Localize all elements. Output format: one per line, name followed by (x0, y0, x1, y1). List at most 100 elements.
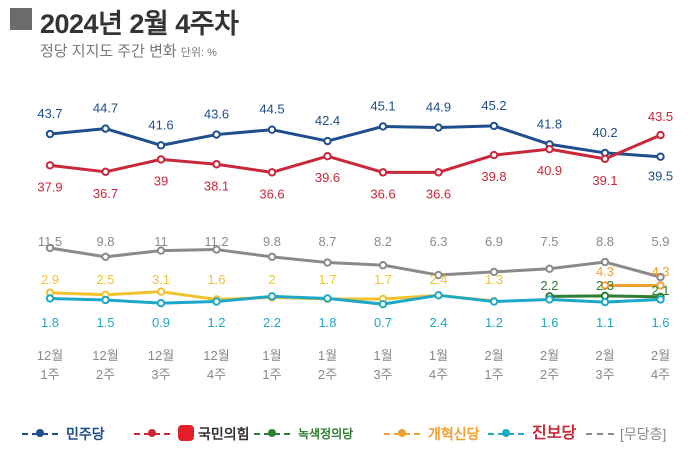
data-point (45, 129, 55, 139)
data-point (378, 260, 388, 270)
data-label: 8.8 (596, 234, 614, 249)
data-label: 40.9 (537, 163, 562, 178)
data-point (212, 297, 221, 306)
data-label: 43.6 (204, 107, 229, 122)
subtitle-text: 정당 지지도 주간 변화 (40, 43, 177, 60)
data-point (156, 155, 166, 164)
data-label: 2.5 (96, 272, 114, 287)
data-label: 8.7 (318, 234, 336, 249)
data-label: 1.6 (540, 315, 558, 330)
x-tick-label: 2월 (540, 348, 559, 363)
data-label: 1.1 (596, 315, 614, 330)
x-tick-label: 12월 (203, 348, 229, 363)
data-label: 4.3 (596, 264, 614, 279)
data-point (434, 168, 443, 177)
data-point (323, 136, 332, 146)
x-tick-label: 2월 (651, 348, 670, 363)
data-point (600, 154, 610, 164)
data-point (434, 270, 443, 280)
data-label: 42.4 (315, 113, 340, 128)
data-point (434, 291, 443, 300)
x-tick-label: 12월 (92, 348, 118, 363)
data-label: 36.6 (370, 186, 395, 201)
legend-dot (268, 429, 276, 437)
data-point (267, 292, 277, 301)
data-label: 9.8 (263, 234, 281, 249)
data-label: 1.5 (96, 315, 114, 330)
data-point (323, 294, 332, 303)
unit-label: 단위: % (180, 47, 217, 59)
legend-label: 개혁신당 (428, 426, 480, 442)
data-point (101, 295, 110, 305)
data-point (545, 264, 554, 273)
data-label: 39.1 (592, 173, 617, 188)
data-point (212, 160, 221, 169)
data-label: 0.7 (374, 315, 392, 330)
data-label: 7.5 (540, 234, 558, 249)
page-title: 2024년 2월 4주차 (40, 9, 239, 39)
legend-dot (36, 429, 44, 437)
data-label: 1.7 (318, 272, 336, 287)
data-label: 1.6 (651, 315, 669, 330)
data-point (156, 246, 166, 255)
data-point (489, 150, 499, 160)
legend-label: 국민의힘 (178, 422, 250, 446)
series-line-upper_panel (49, 124, 661, 159)
data-label: 2.4 (429, 272, 447, 287)
data-label: 36.6 (426, 186, 451, 201)
data-label: 11.2 (204, 234, 228, 249)
legend-dot (398, 429, 406, 437)
data-label: 1.8 (318, 315, 336, 330)
data-label: 39.8 (481, 169, 506, 184)
legend-label: 진보당 (532, 425, 577, 442)
x-tick-label: 2월 (484, 348, 503, 363)
chart-subtitle: 정당 지지도 주간 변화 단위: % (40, 40, 217, 61)
x-tick-label: 2주 (540, 367, 559, 382)
x-tick-label: 2주 (96, 367, 115, 382)
data-label: 41.6 (148, 117, 173, 132)
data-point (212, 130, 221, 139)
data-label: 43.5 (648, 109, 673, 124)
data-label: 2.3 (596, 278, 614, 293)
data-label: 45.1 (370, 98, 395, 113)
x-tick-label: 1주 (40, 367, 59, 382)
data-label: 9.8 (96, 234, 114, 249)
data-label: 8.2 (374, 234, 392, 249)
data-label: 5.9 (651, 234, 669, 249)
legend-label: 민주당 (66, 426, 105, 442)
data-label: 40.2 (592, 125, 617, 140)
data-point (489, 297, 499, 306)
x-tick-label: 1월 (429, 348, 448, 363)
data-point (212, 245, 221, 254)
data-point (267, 168, 277, 177)
data-point (45, 294, 55, 303)
x-tick-label: 1주 (262, 367, 281, 382)
data-label: 2.2 (540, 278, 558, 293)
data-point (267, 125, 277, 134)
data-label: 6.9 (485, 234, 503, 249)
data-point (600, 297, 610, 307)
data-label: 1.8 (41, 315, 59, 330)
data-label: 36.7 (93, 186, 118, 201)
x-tick-label: 1주 (484, 367, 503, 382)
data-label: 44.7 (93, 101, 118, 116)
data-label: 1.6 (207, 272, 225, 287)
data-point (156, 141, 166, 150)
data-point (656, 130, 665, 140)
data-point (600, 257, 610, 267)
data-label: 38.1 (204, 178, 229, 193)
data-label: 1.2 (485, 315, 503, 330)
data-label: 39.6 (315, 170, 340, 185)
data-point (156, 298, 166, 308)
data-point (101, 124, 110, 133)
data-label: 4.3 (651, 264, 669, 279)
x-tick-label: 1월 (318, 348, 337, 363)
x-tick-label: 4주 (429, 367, 448, 382)
data-point (323, 151, 332, 161)
data-point (378, 299, 388, 309)
data-label: 1.3 (485, 272, 503, 287)
data-point (101, 252, 110, 262)
data-point (545, 295, 554, 304)
data-label: 2.4 (429, 315, 447, 330)
